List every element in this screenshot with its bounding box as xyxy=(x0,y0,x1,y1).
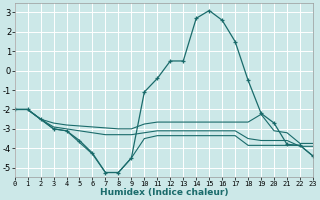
X-axis label: Humidex (Indice chaleur): Humidex (Indice chaleur) xyxy=(100,188,228,197)
